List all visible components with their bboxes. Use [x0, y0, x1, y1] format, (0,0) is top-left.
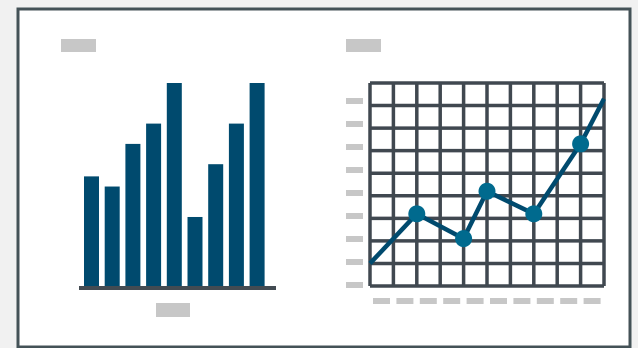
x-tick-placeholder-4: [443, 298, 461, 304]
y-tick-placeholder-4: [346, 167, 363, 173]
bar-xlabel-placeholder: [156, 303, 190, 317]
x-tick-placeholder-5: [466, 298, 484, 304]
bar-x-axis: [79, 286, 276, 290]
bar-2: [104, 186, 120, 286]
y-tick-placeholder-8: [346, 259, 363, 265]
y-tick-placeholder-1: [346, 98, 363, 104]
x-tick-placeholder-9: [560, 298, 578, 304]
y-tick-placeholder-2: [346, 121, 363, 127]
bar-4: [146, 123, 162, 286]
data-point-2: [455, 230, 473, 248]
data-point-5: [572, 135, 590, 153]
x-tick-placeholder-3: [419, 298, 437, 304]
x-tick-placeholder-6: [490, 298, 507, 304]
bar-3: [125, 143, 141, 286]
x-tick-placeholder-7: [513, 298, 531, 304]
x-tick-placeholder-1: [373, 298, 390, 304]
bar-1: [84, 176, 99, 286]
x-tick-placeholder-2: [396, 298, 414, 304]
x-tick-placeholder-10: [583, 298, 601, 304]
bar-6: [187, 216, 203, 286]
y-tick-placeholder-3: [346, 144, 363, 150]
y-tick-placeholder-5: [346, 190, 363, 196]
bar-chart-title-placeholder: [61, 39, 96, 52]
data-point-4: [525, 205, 543, 223]
data-point-1: [408, 205, 426, 223]
x-tick-placeholder-8: [536, 298, 554, 304]
y-tick-placeholder-9: [346, 282, 363, 288]
y-tick-placeholder-7: [346, 236, 363, 242]
bar-9: [249, 83, 265, 286]
bar-5: [166, 83, 182, 286]
bar-8: [228, 123, 244, 286]
data-point-3: [478, 182, 496, 200]
y-tick-placeholder-6: [346, 213, 363, 219]
panel-border: [16, 7, 632, 348]
line-chart-title-placeholder: [346, 39, 381, 52]
bar-7: [208, 164, 224, 286]
